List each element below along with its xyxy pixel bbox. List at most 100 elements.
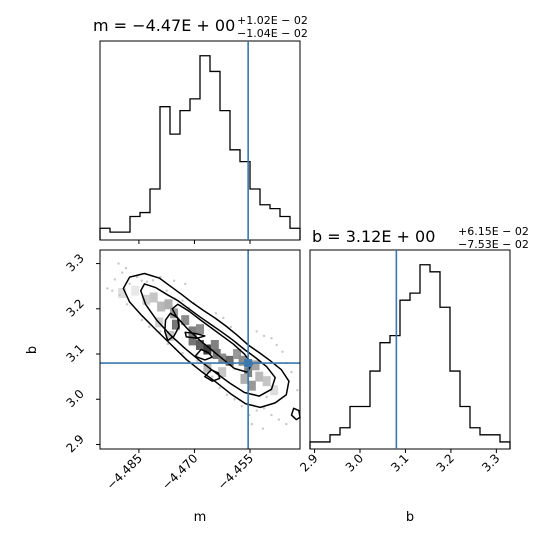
b-marginal-panel: b = 3.12E + 00 +6.15E − 02 −7.53E − 02 2… — [297, 225, 529, 525]
joint-sample-point-8 — [145, 280, 149, 283]
joint-density-cell-25 — [262, 376, 271, 387]
joint-density-cell-19 — [238, 355, 247, 366]
joint-y-tick-label-4: 3.3 — [63, 251, 86, 274]
joint-sample-point-25 — [218, 386, 221, 390]
joint-sample-point-3 — [121, 271, 124, 274]
joint-sample-point-52 — [111, 289, 114, 292]
joint-sample-point-45 — [250, 422, 254, 426]
m-title-main: m = −4.47E + 00 — [93, 16, 235, 35]
joint-density-cell-10 — [196, 324, 204, 335]
joint-sample-point-11 — [165, 289, 168, 292]
joint-sample-point-44 — [265, 395, 268, 399]
m-marginal-title: m = −4.47E + 00 — [93, 16, 235, 35]
joint-sample-point-43 — [296, 389, 299, 392]
joint-x-ticks: −4.485 −4.470 −4.455 — [104, 449, 256, 493]
joint-sample-point-27 — [233, 398, 236, 401]
joint-sample-point-51 — [118, 294, 121, 297]
joint-sample-point-21 — [181, 351, 184, 355]
m-marginal-ticks — [138, 240, 251, 244]
joint-sample-point-4 — [128, 282, 131, 286]
joint-sample-point-31 — [262, 407, 266, 410]
m-marginal-panel: m = −4.47E + 00 +1.02E − 02 −1.04E − 02 — [93, 14, 308, 244]
joint-density-cell-3 — [149, 292, 158, 303]
m-histogram — [99, 41, 301, 240]
joint-sample-point-19 — [166, 342, 169, 346]
joint-sample-point-36 — [275, 343, 278, 347]
joint-y-tick-label-3: 3.2 — [63, 296, 86, 319]
b-marginal-x-ticks: 2.9 3.0 3.1 3.2 3.3 — [297, 449, 502, 475]
b-x-tick-label-0: 2.9 — [297, 451, 320, 474]
joint-sample-point-0 — [113, 278, 117, 281]
joint-contour-level-blob-d — [204, 369, 221, 382]
joint-contour-level-blob-e — [290, 407, 301, 421]
joint-sample-point-46 — [261, 427, 265, 430]
joint-density-cell-23 — [247, 380, 256, 391]
joint-sample-point-5 — [106, 287, 109, 290]
joint-sample-point-9 — [151, 279, 155, 282]
joint-density-cell-17 — [225, 355, 234, 366]
joint-sample-point-42 — [290, 370, 293, 374]
b-histogram — [309, 250, 511, 449]
b-x-tick-label-1: 3.0 — [343, 451, 366, 474]
joint-contour-level-blob-b — [184, 331, 206, 339]
b-x-label: b — [406, 510, 414, 525]
joint-density-cells — [118, 285, 279, 396]
joint-density-cell-0 — [118, 287, 127, 298]
joint-x-tick-label-2: −4.455 — [215, 451, 256, 492]
joint-contour-lines — [122, 272, 301, 421]
joint-density-cell-2 — [142, 294, 151, 305]
joint-sample-point-48 — [214, 312, 218, 315]
joint-sample-point-30 — [255, 409, 258, 412]
joint-sample-point-47 — [222, 316, 225, 320]
joint-sample-point-26 — [225, 393, 229, 396]
joint-sample-point-16 — [140, 318, 144, 322]
joint-sample-point-33 — [277, 418, 281, 421]
joint-sample-point-53 — [183, 282, 187, 286]
joint-truth-lines — [100, 250, 300, 449]
joint-panel: −4.485 −4.470 −4.455 2.9 3.0 3.1 3.2 3.3 m b — [25, 249, 301, 525]
joint-sample-point-13 — [181, 299, 184, 302]
joint-density-cell-22 — [240, 373, 249, 384]
b-x-tick-label-4: 3.3 — [479, 451, 502, 474]
joint-sample-point-37 — [281, 350, 284, 353]
joint-density-cell-4 — [157, 301, 166, 312]
joint-contour-level-blob-a — [164, 312, 180, 342]
joint-sample-point-17 — [148, 325, 151, 329]
b-x-tick-label-3: 3.2 — [434, 451, 457, 474]
joint-sample-point-18 — [159, 330, 162, 333]
m-title-sub: −1.04E − 02 — [237, 27, 308, 40]
m-histogram-step — [99, 55, 301, 240]
b-title-sub: −7.53E − 02 — [458, 238, 529, 251]
b-title-sup: +6.15E − 02 — [458, 225, 529, 238]
joint-sample-point-34 — [285, 422, 288, 426]
b-title-main: b = 3.12E + 00 — [312, 227, 435, 246]
joint-y-label: b — [25, 346, 40, 354]
joint-truth-marker — [244, 359, 253, 368]
b-histogram-step — [309, 264, 511, 449]
joint-frame — [99, 249, 301, 450]
joint-sample-point-40 — [255, 330, 258, 333]
joint-contour-level-blob-c — [194, 348, 213, 361]
b-marginal-frame — [309, 249, 511, 450]
joint-x-label: m — [194, 510, 207, 525]
joint-sample-point-39 — [262, 334, 266, 338]
joint-x-tick-label-1: −4.470 — [159, 451, 200, 492]
joint-y-ticks: 2.9 3.0 3.1 3.2 3.3 — [63, 251, 100, 455]
joint-density-cell-28 — [218, 367, 227, 378]
joint-sample-point-24 — [211, 375, 214, 378]
joint-sample-point-28 — [240, 404, 244, 408]
joint-sample-point-2 — [124, 266, 128, 270]
joint-density-cell-1 — [131, 285, 140, 296]
joint-density-cell-24 — [255, 371, 264, 382]
joint-density-cell-14 — [210, 340, 219, 350]
joint-density-cell-13 — [203, 344, 212, 355]
joint-density-cell-21 — [251, 360, 260, 371]
joint-density-cell-26 — [270, 385, 279, 396]
joint-sample-point-7 — [140, 279, 144, 282]
joint-density-cell-18 — [233, 349, 242, 359]
joint-sample-point-54 — [172, 279, 176, 282]
m-marginal-frame — [99, 40, 301, 241]
joint-contour-level-inner — [171, 303, 253, 373]
joint-sample-point-22 — [196, 359, 199, 363]
